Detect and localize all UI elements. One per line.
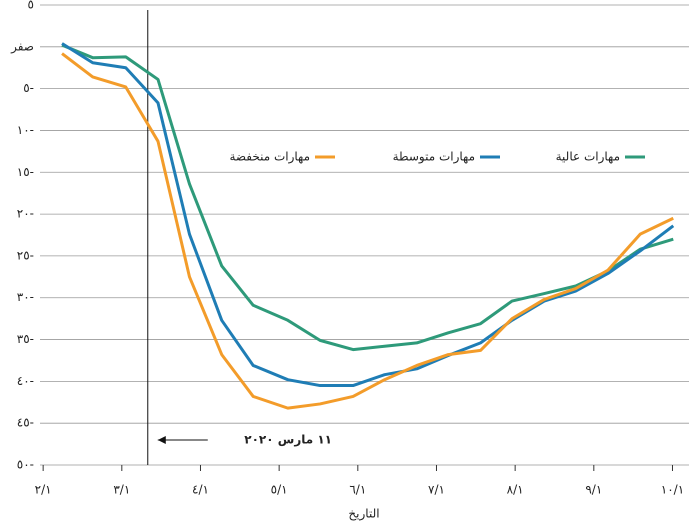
x-tick-label: ٤/١ [192,483,209,497]
series-line [61,52,674,410]
x-tick-label: ٩/١ [585,483,602,497]
y-tick-label: ٣٠- [17,290,34,304]
legend-label: مهارات متوسطة [393,150,475,165]
legend-label: مهارات عالية [556,150,620,165]
x-axis-label: التاريخ [348,507,379,522]
x-tick-label: ٢/١ [35,483,52,497]
x-tick-label: ١٠/١ [661,483,684,497]
annotation: ١١ مارس ٢٠٢٠ [244,433,332,447]
series-line [61,42,675,388]
y-tick-label: صفر [10,39,34,54]
x-tick-label: ٣/١ [113,483,130,497]
y-tick-label: ٥ [28,0,34,12]
x-tick-label: ٨/١ [507,483,524,497]
x-tick-label: ٦/١ [349,483,366,497]
y-tick-label: ٢٠- [17,207,34,221]
y-tick-label: ٤٠- [17,374,34,388]
x-tick-label: ٥/١ [271,483,288,497]
y-tick-label: ١٠- [17,123,34,137]
y-tick-label: ٤٥- [17,416,34,430]
y-tick-label: ١٥- [17,165,34,179]
legend-label: مهارات منخفضة [229,150,310,165]
y-tick-label: ٥- [23,81,34,95]
y-tick-label: ٢٥- [17,248,34,262]
y-tick-label: ٥٠- [17,458,34,472]
arrow-head [157,436,166,444]
y-tick-label: ٣٥- [17,332,34,346]
x-tick-label: ٧/١ [428,483,445,497]
series-line [61,43,674,352]
